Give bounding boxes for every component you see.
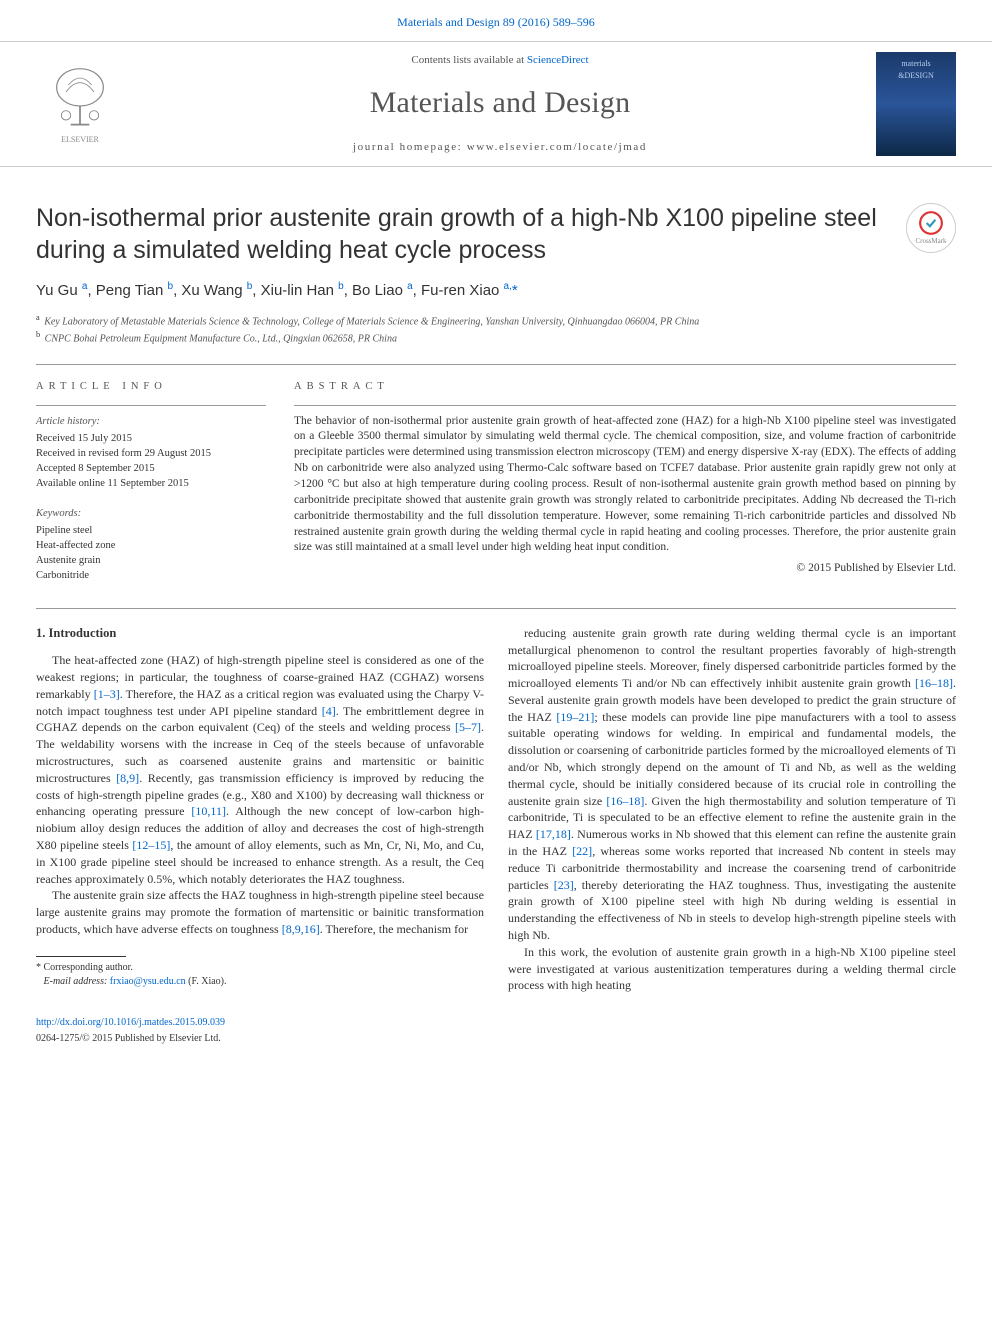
history-item: Received 15 July 2015 — [36, 431, 266, 446]
sciencedirect-link[interactable]: ScienceDirect — [527, 54, 589, 66]
header-center: Contents lists available at ScienceDirec… — [144, 53, 856, 156]
body-two-column: 1. Introduction The heat-affected zone (… — [0, 609, 992, 995]
article-info: article info Article history: Received 1… — [36, 379, 266, 583]
cover-text-1: materials — [901, 58, 930, 70]
body-paragraph: The austenite grain size affects the HAZ… — [36, 887, 484, 937]
keyword-item: Austenite grain — [36, 553, 266, 568]
issn-line: 0264-1275/© 2015 Published by Elsevier L… — [36, 1032, 956, 1047]
crossmark-icon — [918, 210, 944, 236]
info-rule — [36, 405, 266, 406]
contents-prefix: Contents lists available at — [411, 54, 526, 66]
keyword-item: Pipeline steel — [36, 523, 266, 538]
abstract-block: abstract The behavior of non-isothermal … — [294, 379, 956, 583]
crossmark-label: CrossMark — [915, 236, 946, 246]
affiliation-item: a Key Laboratory of Metastable Materials… — [36, 312, 956, 329]
article-info-heading: article info — [36, 379, 266, 394]
footnote-rule — [36, 956, 126, 957]
abstract-rule — [294, 405, 956, 406]
body-paragraph: The heat-affected zone (HAZ) of high-str… — [36, 652, 484, 887]
history-item: Available online 11 September 2015 — [36, 476, 266, 491]
history-heading: Article history: — [36, 414, 266, 429]
contents-line: Contents lists available at ScienceDirec… — [144, 53, 856, 69]
journal-reference-top: Materials and Design 89 (2016) 589–596 — [0, 0, 992, 41]
keyword-item: Carbonitride — [36, 568, 266, 583]
journal-reference-link[interactable]: Materials and Design 89 (2016) 589–596 — [397, 15, 595, 29]
journal-homepage: journal homepage: www.elsevier.com/locat… — [144, 140, 856, 156]
homepage-prefix: journal homepage: — [353, 141, 467, 153]
history-item: Received in revised form 29 August 2015 — [36, 446, 266, 461]
keyword-item: Heat-affected zone — [36, 538, 266, 553]
elsevier-tree-icon — [45, 64, 115, 134]
corresponding-author: * Corresponding author. E-mail address: … — [36, 961, 484, 989]
corr-label: * Corresponding author. — [36, 962, 133, 973]
journal-header: ELSEVIER Contents lists available at Sci… — [0, 41, 992, 167]
footer-block: http://dx.doi.org/10.1016/j.matdes.2015.… — [0, 994, 992, 1074]
abstract-text: The behavior of non-isothermal prior aus… — [294, 414, 956, 557]
corr-email-link[interactable]: frxiao@ysu.edu.cn — [110, 976, 186, 987]
affiliation-item: b CNPC Bohai Petroleum Equipment Manufac… — [36, 329, 956, 346]
cover-text-2: &DESIGN — [898, 70, 934, 82]
body-paragraph: reducing austenite grain growth rate dur… — [508, 625, 956, 944]
left-column: 1. Introduction The heat-affected zone (… — [36, 625, 484, 995]
journal-cover-thumbnail: materials &DESIGN — [876, 52, 956, 156]
corr-email-label: E-mail address: — [44, 976, 108, 987]
affiliations: a Key Laboratory of Metastable Materials… — [0, 312, 992, 365]
doi-line: http://dx.doi.org/10.1016/j.matdes.2015.… — [36, 1016, 956, 1031]
crossmark-badge[interactable]: CrossMark — [906, 203, 956, 253]
elsevier-logo: ELSEVIER — [36, 54, 124, 154]
right-column: reducing austenite grain growth rate dur… — [508, 625, 956, 995]
intro-heading: 1. Introduction — [36, 625, 484, 643]
author-list: Yu Gu a, Peng Tian b, Xu Wang b, Xiu-lin… — [0, 274, 992, 312]
keywords-heading: Keywords: — [36, 506, 266, 521]
abstract-heading: abstract — [294, 379, 956, 394]
article-title: Non-isothermal prior austenite grain gro… — [36, 203, 886, 266]
elsevier-label: ELSEVIER — [61, 134, 99, 146]
doi-link[interactable]: http://dx.doi.org/10.1016/j.matdes.2015.… — [36, 1017, 225, 1028]
history-item: Accepted 8 September 2015 — [36, 461, 266, 476]
journal-name: Materials and Design — [144, 81, 856, 125]
corr-name: (F. Xiao). — [188, 976, 226, 987]
abstract-copyright: © 2015 Published by Elsevier Ltd. — [294, 560, 956, 577]
body-paragraph: In this work, the evolution of austenite… — [508, 944, 956, 994]
homepage-url: www.elsevier.com/locate/jmad — [467, 141, 647, 153]
